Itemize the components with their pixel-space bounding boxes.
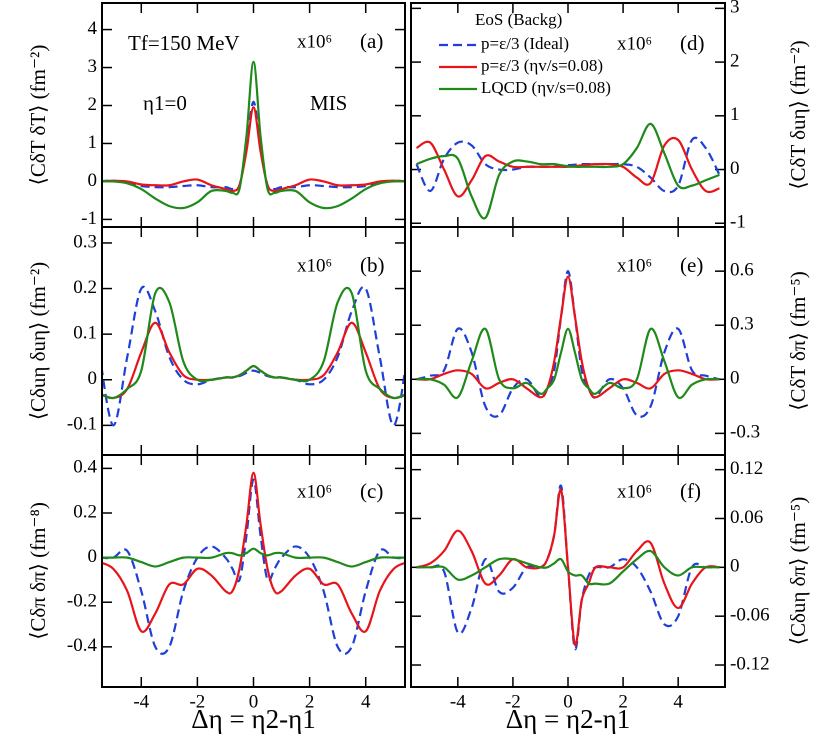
legend-label: LQCD (ηv/s=0.08) — [481, 78, 611, 97]
multiplier: x10⁶ — [297, 481, 332, 502]
y-tick-label: 0.06 — [730, 507, 763, 528]
panel-label: (e) — [680, 253, 703, 277]
y-axis-label: ⟨CδT δuη⟩ (fm⁻²) — [786, 40, 810, 189]
series-line — [102, 60, 405, 210]
y-tick-label: -0.12 — [730, 653, 770, 674]
series-line — [102, 321, 405, 400]
y-tick-label: -1 — [81, 208, 97, 229]
y-tick-label: 3 — [730, 0, 740, 18]
y-tick-label: 1 — [88, 132, 98, 153]
y-tick-label: -0.4 — [67, 635, 98, 656]
x-tick-label: 4 — [673, 691, 683, 712]
series-line — [416, 327, 720, 400]
y-tick-label: -0.06 — [730, 605, 770, 626]
panel-label: (c) — [360, 479, 383, 503]
y-tick-label: 0.12 — [730, 458, 763, 479]
curves — [102, 60, 405, 210]
y-axis-label: ⟨Cδuη δuη⟩ (fm⁻²) — [26, 262, 50, 420]
curves — [102, 471, 405, 655]
series-line — [102, 100, 405, 191]
y-tick-label: 0.1 — [73, 323, 97, 344]
multiplier: x10⁶ — [297, 255, 332, 276]
series-line — [416, 488, 720, 646]
y-tick-label: 0.2 — [73, 501, 97, 522]
y-tick-label: 3 — [88, 56, 98, 77]
series-line — [416, 549, 720, 586]
multiplier: x10⁶ — [617, 481, 652, 502]
y-axis-label: ⟨CδT δπ⟩ (fm⁻⁵) — [786, 271, 810, 410]
y-tick-label: 0 — [730, 158, 740, 179]
x-tick-label: -4 — [133, 691, 149, 712]
y-tick-label: 0 — [88, 368, 98, 389]
multiplier: x10⁶ — [617, 255, 652, 276]
legend-label: p=ε/3 (ηv/s=0.08) — [481, 56, 603, 75]
series-line — [102, 471, 405, 633]
legend-title: EoS (Backg) — [475, 10, 562, 29]
annotation: η1=0 — [143, 91, 187, 115]
x-axis-label: Δη = η2-η1 — [191, 704, 315, 734]
multiplier: x10⁶ — [297, 31, 332, 52]
panel-frame — [101, 454, 406, 688]
y-tick-label: 2 — [730, 50, 740, 71]
y-tick-label: -0.3 — [730, 422, 760, 443]
series-line — [415, 136, 721, 194]
panel-label: (b) — [360, 253, 385, 277]
annotation: MIS — [310, 91, 347, 115]
panel-frame — [410, 226, 726, 456]
y-tick-label: 0.4 — [73, 457, 97, 478]
curves — [416, 484, 720, 650]
y-tick-label: 1 — [730, 104, 740, 125]
y-tick-label: -0.2 — [67, 591, 97, 612]
y-tick-label: 0.2 — [73, 277, 97, 298]
y-tick-label: 2 — [88, 94, 98, 115]
y-tick-label: 0 — [88, 546, 98, 567]
y-axis-label: ⟨Cδuη δπ⟩ (fm⁻⁵) — [786, 497, 810, 646]
series-line — [102, 285, 405, 427]
curves — [415, 122, 721, 220]
x-tick-label: -2 — [189, 691, 205, 712]
y-tick-label: -0.1 — [67, 414, 97, 435]
x-axis-label: Δη = η2-η1 — [506, 704, 630, 734]
y-tick-label: 4 — [88, 18, 98, 39]
panel-label: (f) — [680, 479, 701, 503]
curves — [102, 285, 405, 427]
legend-label: p=ε/3 (Ideal) — [481, 34, 569, 53]
y-axis-label: ⟨CδT δT⟩ (fm⁻²) — [26, 45, 50, 186]
x-tick-label: -4 — [450, 691, 466, 712]
series-line — [416, 275, 720, 399]
panel-label: (d) — [680, 31, 705, 55]
x-tick-label: 4 — [361, 691, 371, 712]
x-tick-label: 2 — [618, 691, 628, 712]
x-tick-label: -2 — [505, 691, 521, 712]
x-tick-label: 0 — [249, 691, 259, 712]
series-line — [102, 478, 405, 655]
series-line — [102, 106, 405, 193]
y-tick-label: 0.3 — [73, 231, 97, 252]
multiplier: x10⁶ — [617, 33, 652, 54]
curves — [416, 270, 720, 418]
y-axis-label: ⟨Cδπ δπ⟩ (fm⁻⁸) — [26, 502, 50, 640]
y-tick-label: 0.3 — [730, 314, 754, 335]
series-line — [102, 547, 405, 568]
series-line — [416, 122, 720, 220]
y-tick-label: 0 — [730, 556, 740, 577]
series-line — [416, 270, 720, 418]
y-tick-label: 0.6 — [730, 260, 754, 281]
annotation: Tf=150 MeV — [128, 31, 240, 55]
x-tick-label: 2 — [305, 691, 315, 712]
x-tick-label: 0 — [563, 691, 573, 712]
y-tick-label: -1 — [730, 212, 746, 233]
y-tick-label: 0 — [730, 368, 740, 389]
y-tick-label: 0 — [88, 170, 98, 191]
panel-label: (a) — [360, 29, 383, 53]
series-line — [102, 286, 405, 400]
panel-frame — [410, 454, 726, 688]
